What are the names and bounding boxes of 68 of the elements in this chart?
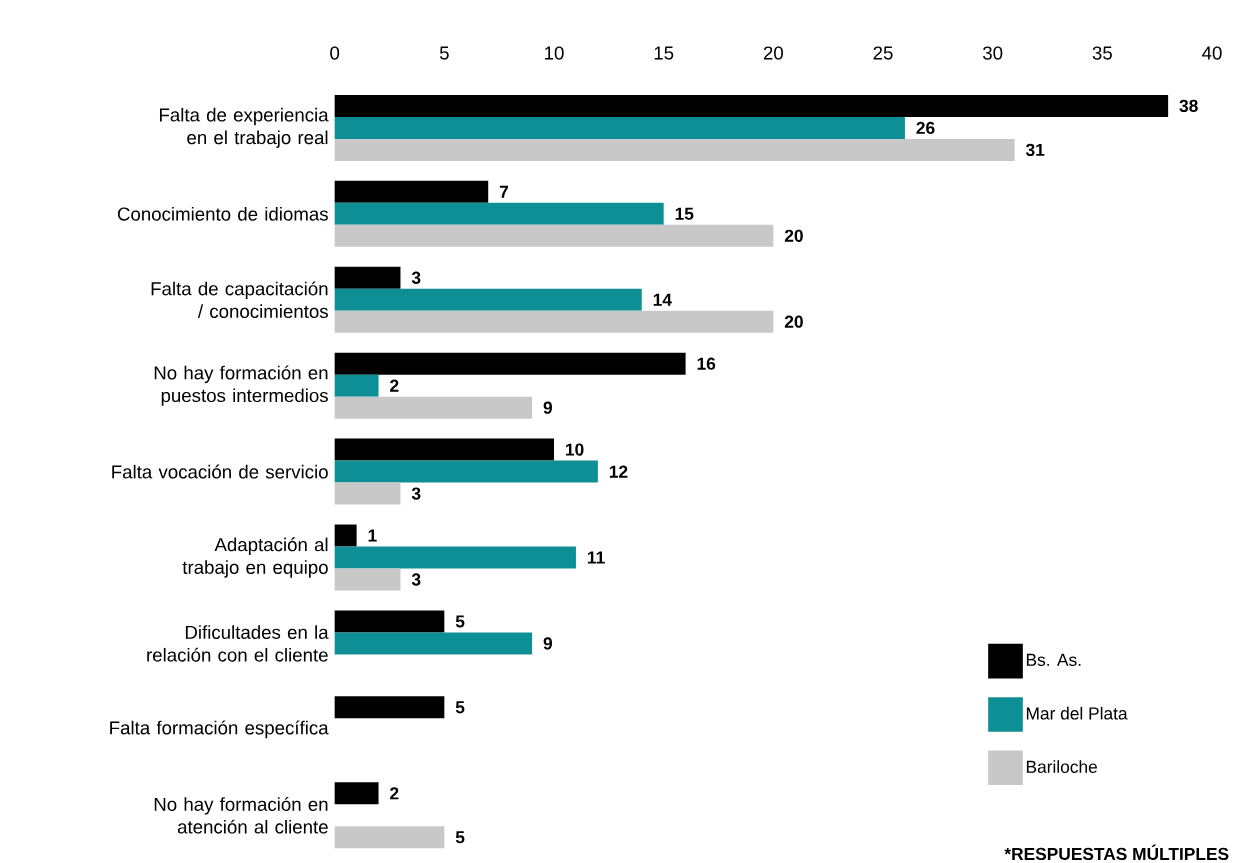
- bar: [334, 266, 401, 289]
- bar: [334, 138, 1015, 161]
- legend-label: Mar del Plata: [1026, 706, 1128, 720]
- legend-label: Bariloche: [1026, 760, 1097, 773]
- y-tick-label: Falta formación específica: [110, 720, 329, 739]
- y-tick-label: No hay formación en puestos intermedios: [154, 365, 328, 406]
- y-tick-label: Dificultades en la relación con el cliente: [147, 625, 329, 662]
- data-label: 5: [455, 831, 465, 844]
- data-label: 5: [455, 701, 465, 714]
- data-label: 20: [784, 315, 803, 328]
- bar: [334, 782, 379, 805]
- bar: [334, 632, 533, 655]
- bar: [334, 180, 489, 203]
- data-label: 15: [675, 207, 694, 220]
- data-label: 5: [455, 615, 465, 628]
- data-label: 20: [784, 229, 803, 242]
- x-tick-label: 0: [330, 46, 340, 60]
- y-tick-label: Falta de capacitación / conocimientos: [151, 281, 328, 319]
- x-tick-label: 5: [439, 46, 449, 60]
- data-label: 16: [697, 357, 716, 370]
- bar: [334, 438, 554, 461]
- data-label: 9: [543, 401, 552, 414]
- bar: [334, 116, 905, 139]
- x-tick-label: 10: [545, 46, 564, 60]
- bar: [334, 460, 598, 483]
- bar: [334, 288, 642, 311]
- bar: [334, 524, 357, 547]
- data-label: 9: [543, 637, 552, 650]
- bar: [334, 568, 401, 591]
- data-label: 3: [411, 573, 421, 586]
- x-tick-label: 40: [1202, 46, 1222, 60]
- data-label: 14: [653, 293, 672, 306]
- bar: [334, 696, 445, 719]
- x-tick-label: 25: [873, 46, 893, 60]
- x-tick-label: 15: [654, 46, 674, 60]
- data-label: 7: [499, 185, 509, 198]
- data-label: 2: [390, 787, 399, 800]
- bar: [334, 352, 686, 375]
- y-tick-label: Falta vocación de servicio: [112, 464, 328, 479]
- y-tick-label: No hay formación en atención al cliente: [154, 796, 328, 834]
- bar: [334, 374, 379, 397]
- legend-label: Bs. As.: [1026, 653, 1081, 666]
- bar: [334, 94, 1169, 117]
- data-label: 3: [411, 487, 421, 500]
- y-tick-label: Falta de experiencia en el trabajo real: [159, 107, 329, 148]
- data-label: 10: [566, 443, 584, 456]
- data-label: 12: [609, 465, 628, 478]
- x-tick-label: 30: [983, 46, 1003, 60]
- data-label: 38: [1179, 99, 1198, 113]
- y-tick-label: Conocimiento de idiomas: [117, 206, 328, 221]
- x-tick-label: 20: [763, 46, 783, 60]
- bar: [334, 202, 664, 225]
- data-label: 11: [587, 551, 605, 564]
- bar: [334, 224, 774, 247]
- bar: [334, 826, 445, 849]
- bar: [334, 310, 774, 333]
- y-tick-label: Adaptación al trabajo en equipo: [182, 537, 328, 578]
- bar: [334, 482, 401, 505]
- data-label: 26: [916, 121, 935, 135]
- annotation: *RESPUESTAS MÚLTIPLES: [1004, 844, 1229, 861]
- bar: [334, 396, 533, 419]
- data-label: 2: [390, 379, 399, 392]
- x-tick-label: 35: [1092, 46, 1112, 60]
- data-label: 31: [1025, 143, 1045, 157]
- bar: [334, 610, 445, 633]
- bar: [334, 546, 576, 569]
- data-label: 1: [368, 529, 377, 542]
- data-label: 3: [411, 271, 421, 284]
